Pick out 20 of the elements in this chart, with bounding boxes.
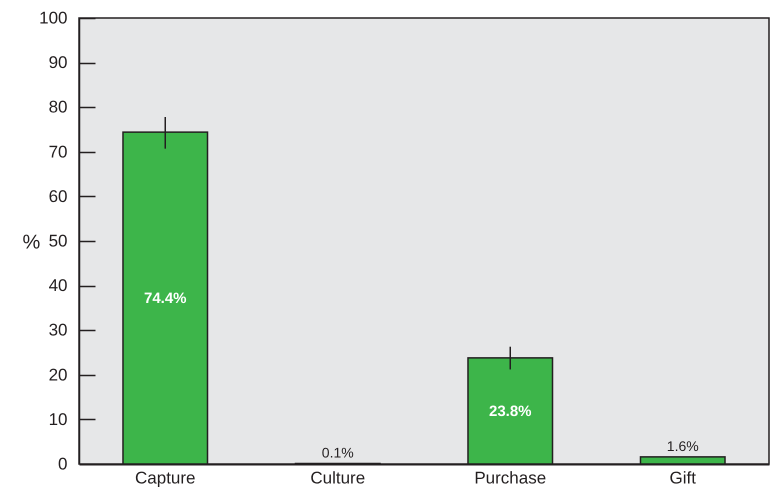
x-tick-label: Capture: [135, 468, 196, 488]
x-tick-label: Gift: [670, 468, 696, 488]
x-tick-label: Culture: [310, 468, 366, 488]
y-tick-label: 30: [48, 320, 68, 340]
y-tick-label: 90: [48, 53, 68, 72]
y-tick-label: 60: [48, 186, 68, 206]
data-label: 74.4%: [144, 290, 187, 308]
y-tick-label: 0: [58, 454, 68, 474]
data-label: 0.1%: [322, 444, 354, 461]
y-tick-label: 50: [48, 232, 68, 250]
y-tick-label: 10: [48, 410, 68, 429]
y-tick-label: 70: [48, 142, 68, 162]
y-tick-label: 80: [48, 98, 68, 117]
y-tick-label: 100: [39, 8, 68, 28]
data-label: 23.8%: [488, 402, 532, 420]
y-axis-title: %: [22, 232, 40, 254]
x-tick-label: Purchase: [474, 468, 546, 488]
data-label: 1.6%: [666, 438, 699, 454]
y-tick-label: 20: [48, 365, 68, 384]
y-tick-label: 40: [48, 276, 68, 296]
